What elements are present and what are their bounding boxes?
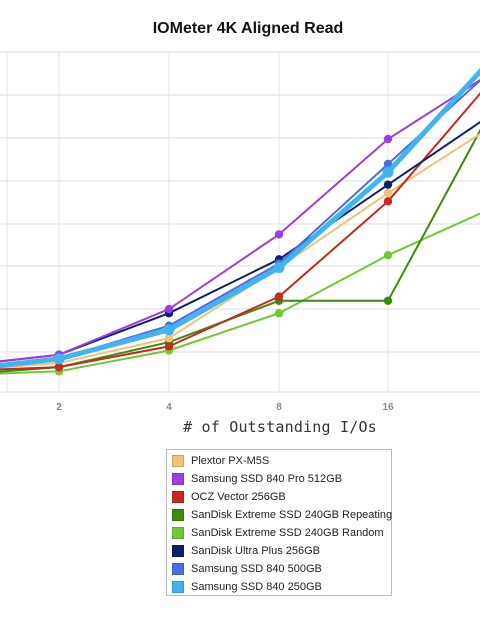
series-line [0,128,480,373]
data-point [383,180,393,189]
series-line [0,78,480,363]
legend-label: Plextor PX-M5S [191,455,270,467]
data-point [274,309,284,318]
legend-swatch [172,527,184,539]
legend-swatch [172,563,184,575]
data-point [383,188,393,198]
data-point [383,296,393,305]
legend-label: SanDisk Ultra Plus 256GB [191,545,320,557]
x-tick-label: 8 [276,402,282,413]
legend-label: Samsung SSD 840 500GB [191,563,322,575]
legend-swatch [172,581,184,593]
legend-item: SanDisk Ultra Plus 256GB [172,542,391,560]
legend-item: Samsung SSD 840 Pro 512GB [172,470,391,488]
x-tick-label: 4 [166,402,172,413]
legend-item: Samsung SSD 840 250GB [172,578,391,596]
data-point [164,304,174,314]
legend-item: SanDisk Extreme SSD 240GB Random [172,524,391,542]
grid [0,51,480,393]
x-axis-label: # of Outstanding I/Os [183,418,377,436]
chart-title: IOMeter 4K Aligned Read [152,20,344,37]
data-point [382,166,394,178]
series-6 [0,79,480,367]
legend-item: Plextor PX-M5S [172,452,391,470]
data-point [383,159,393,169]
legend-label: Samsung SSD 840 Pro 512GB [191,473,343,485]
legend-swatch [172,491,184,503]
data-point [383,134,393,144]
series-2 [0,92,480,372]
legend-label: SanDisk Extreme SSD 240GB Random [191,527,384,539]
series-3 [0,128,480,373]
data-point [383,197,393,206]
legend-label: SanDisk Extreme SSD 240GB Repeating [191,509,393,521]
data-point [383,250,393,260]
series-line [0,92,480,371]
data-point [54,362,64,372]
series-7 [0,67,480,369]
series-1 [0,78,480,363]
legend: Plextor PX-M5S Samsung SSD 840 Pro 512GB O… [166,449,392,596]
legend-item: Samsung SSD 840 500GB [172,560,391,578]
x-tick-label: 2 [56,402,62,413]
legend-label: OCZ Vector 256GB [191,491,286,503]
data-point [53,353,65,365]
data-point [274,292,284,301]
legend-swatch [172,545,184,557]
legend-item: SanDisk Extreme SSD 240GB Repeating [172,506,393,524]
series-line [0,79,480,367]
legend-swatch [172,473,184,485]
x-tick-label: 16 [382,402,394,413]
x-axis-ticks: 2 4 8 16 [56,402,394,413]
legend-item: OCZ Vector 256GB [172,488,391,506]
legend-swatch [172,455,184,467]
series-line [0,67,480,369]
series-lines [0,67,480,376]
data-point [163,324,175,336]
legend-label: Samsung SSD 840 250GB [191,581,322,593]
series-line [0,212,480,375]
data-point [273,262,285,274]
data-point [274,230,284,239]
data-point [164,342,174,351]
legend-swatch [172,509,184,521]
data-point [164,333,174,343]
